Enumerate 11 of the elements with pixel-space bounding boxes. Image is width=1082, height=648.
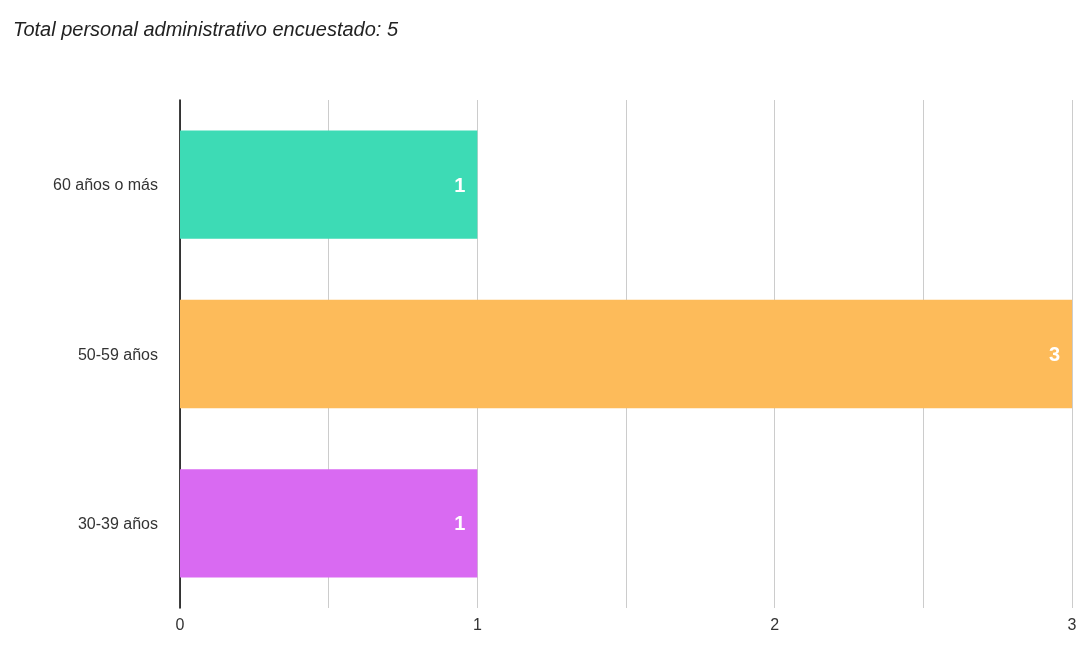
- data-label: 1: [454, 512, 466, 535]
- x-tick-label: 3: [1067, 615, 1077, 633]
- y-tick-label: 30-39 años: [77, 514, 158, 532]
- chart-title: Total personal administrativo encuestado: 5: [13, 18, 399, 40]
- data-label: 3: [1048, 343, 1060, 365]
- y-tick-label: 50-59 años: [77, 345, 158, 363]
- x-tick-label: 2: [770, 615, 780, 633]
- data-label: 1: [454, 173, 466, 196]
- x-tick-label: 0: [175, 615, 185, 633]
- y-tick-label: 60 años o más: [53, 176, 158, 194]
- x-tick-label: 1: [472, 615, 482, 633]
